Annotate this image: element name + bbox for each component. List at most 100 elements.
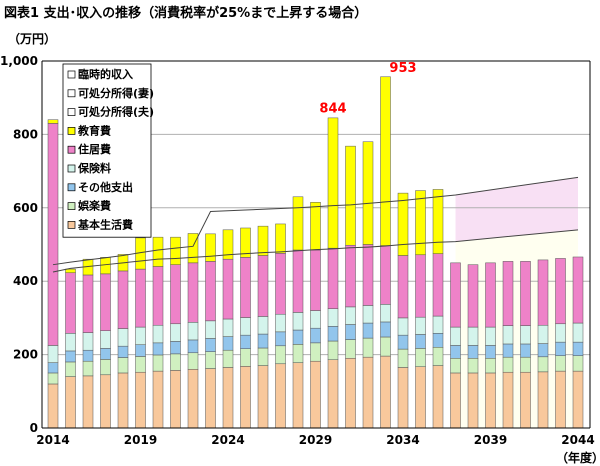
axes: 0 200 400 600 800 1,000 2014 2019 2024 2029 2034 20…	[0, 54, 595, 447]
legend-swatch	[67, 164, 76, 173]
bar-segment	[432, 365, 444, 429]
bar-segment	[327, 117, 339, 249]
bar-segment	[310, 360, 321, 429]
bar-segment	[537, 356, 549, 373]
total-income-line	[52, 176, 579, 266]
bar-segment	[117, 345, 129, 358]
bar-segment	[432, 315, 444, 334]
bar-segment	[275, 331, 286, 347]
bar-segment	[47, 123, 59, 346]
bar-segment	[380, 76, 391, 246]
bar-segment	[152, 266, 164, 326]
y-tick-label: 800	[13, 127, 38, 141]
bar-segment	[257, 225, 269, 256]
bar-segment	[572, 256, 584, 324]
bar-segment	[450, 372, 461, 429]
bar-segment	[467, 326, 479, 346]
bar-segment	[240, 227, 251, 258]
bar-segment	[327, 308, 339, 327]
bar-segment	[345, 145, 356, 246]
bar-segment	[205, 338, 216, 352]
bar-segment	[152, 354, 164, 372]
x-tick-label: 2034	[386, 433, 419, 447]
bar-segment	[240, 334, 251, 349]
bar-segment	[152, 236, 164, 267]
bar-segment	[415, 366, 426, 429]
bar-segment	[572, 341, 584, 356]
bar-segment	[502, 356, 514, 373]
bar-segment	[117, 357, 129, 374]
bar-segment	[65, 272, 76, 334]
legend-label: 教育費	[77, 123, 111, 137]
peak-data-label: 844	[319, 101, 346, 116]
y-tick-label: 1,000	[0, 54, 38, 68]
legend-label: 娯楽費	[78, 199, 111, 213]
bar-segment	[82, 349, 94, 362]
bar-segment	[82, 274, 94, 333]
bar-segment	[397, 192, 409, 256]
bar-segment	[222, 349, 234, 368]
legend-label: 基本生活費	[77, 217, 133, 231]
bar-segment	[380, 245, 391, 305]
bar-segment	[257, 365, 269, 429]
bar-segment	[467, 358, 479, 374]
bar-segment	[292, 362, 304, 429]
bar-segment	[432, 347, 444, 366]
husband-income-line	[52, 229, 579, 273]
bar-segment	[222, 258, 234, 320]
bar-segment	[257, 255, 269, 317]
bar-segment	[257, 347, 269, 366]
bar-segment	[397, 334, 409, 350]
legend-swatch	[67, 145, 76, 154]
bar-segment	[520, 261, 531, 326]
bar-segment	[327, 247, 339, 309]
bar-segment	[240, 257, 251, 318]
bar-segment	[310, 327, 321, 344]
bar-segment	[467, 345, 479, 359]
bar-segment	[362, 244, 374, 306]
bar-segment	[222, 367, 234, 429]
bar-segment	[362, 322, 374, 339]
bar-segment	[345, 244, 356, 308]
bar-segment	[467, 264, 479, 328]
bar-segment	[485, 262, 496, 328]
y-tick-label: 0	[30, 421, 38, 435]
bar-segment	[467, 372, 479, 429]
bar-segment	[100, 330, 111, 349]
legend-label: 住居費	[78, 142, 111, 156]
bar-segment	[275, 363, 286, 429]
chart-title: 図表1 支出･収入の推移（消費税率が25%まで上昇する場合）	[4, 6, 368, 21]
bar-segment	[47, 119, 59, 124]
bar-segment	[205, 351, 216, 369]
bar-segment	[397, 367, 409, 429]
bar-segment	[415, 316, 426, 335]
bar-segment	[100, 257, 111, 275]
legend-swatch	[67, 202, 76, 210]
bar-segment	[555, 323, 566, 343]
x-tick-label: 2044	[561, 433, 594, 447]
bar-segment	[117, 270, 129, 329]
x-tick-label: 2019	[124, 433, 157, 447]
bar-segment	[240, 366, 251, 429]
bar-segment	[572, 322, 584, 343]
bar-segment	[310, 202, 321, 251]
bar-segment	[537, 343, 549, 358]
bar-segment	[135, 371, 146, 429]
bar-segment	[450, 262, 461, 328]
bar-segment	[100, 348, 111, 360]
bar-segment	[222, 318, 234, 337]
y-tick-label: 600	[13, 201, 38, 215]
bar-segment	[345, 306, 356, 325]
bar-segment	[537, 259, 549, 326]
bar-segment	[345, 339, 356, 359]
bar-segment	[100, 273, 111, 331]
bar-segment	[152, 342, 164, 356]
legend-label: 臨時的収入	[78, 67, 133, 81]
bar-segment	[345, 358, 356, 429]
bar-segment	[275, 345, 286, 365]
bar-segment	[502, 261, 514, 326]
bar-segment	[310, 310, 321, 329]
bar-segment	[240, 348, 251, 367]
legend-label: 保険料	[77, 161, 111, 175]
bar-segment	[170, 341, 181, 355]
